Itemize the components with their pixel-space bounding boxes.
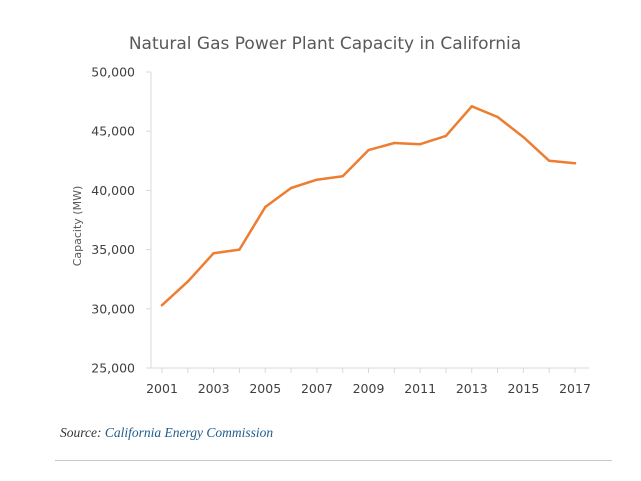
data-point (160, 304, 164, 307)
data-point (548, 159, 551, 162)
data-point (315, 178, 319, 181)
data-point (573, 162, 577, 165)
data-point (444, 134, 448, 138)
data-point (393, 141, 396, 145)
series-layer (160, 105, 577, 307)
data-point (418, 143, 422, 146)
y-tick-label: 30,000 (91, 301, 135, 316)
y-axis-title: Capacity (MW) (71, 186, 84, 267)
y-tick-label: 45,000 (91, 124, 135, 139)
x-tick-label: 2007 (301, 381, 333, 396)
y-tick-label: 35,000 (91, 242, 135, 257)
data-point (470, 105, 473, 108)
source-note: Source: California Energy Commission (60, 425, 273, 441)
x-tick-label: 2003 (198, 381, 230, 396)
data-point (367, 148, 370, 152)
x-tick-label: 2013 (456, 381, 488, 396)
series-line (160, 105, 577, 307)
data-point (289, 186, 293, 190)
chart-title: Natural Gas Power Plant Capacity in Cali… (129, 34, 521, 54)
data-point (496, 115, 499, 119)
x-tick-label: 2005 (249, 381, 281, 396)
data-point (212, 252, 215, 255)
source-prefix: Source: (60, 425, 102, 440)
y-tick-label: 25,000 (91, 361, 135, 376)
x-tick-label: 2001 (146, 381, 178, 396)
x-tick-label: 2011 (404, 381, 436, 396)
data-point (186, 280, 189, 283)
data-point (341, 175, 344, 178)
source-link[interactable]: California Energy Commission (104, 425, 274, 440)
x-tick-label: 2009 (353, 381, 385, 396)
data-point (522, 135, 525, 139)
y-axis: 25,000 30,000 35,000 40,000 45,000 50,000 (91, 65, 152, 376)
x-tick-label: 2017 (559, 381, 591, 396)
y-tick-label: 40,000 (91, 183, 135, 198)
divider (55, 460, 612, 461)
x-tick-label: 2015 (507, 381, 539, 396)
x-axis: 2001 2003 2005 2007 2009 2011 2013 2015 2017 (146, 367, 591, 396)
data-point (238, 248, 241, 251)
data-point (264, 205, 267, 209)
y-tick-label: 50,000 (91, 65, 135, 80)
